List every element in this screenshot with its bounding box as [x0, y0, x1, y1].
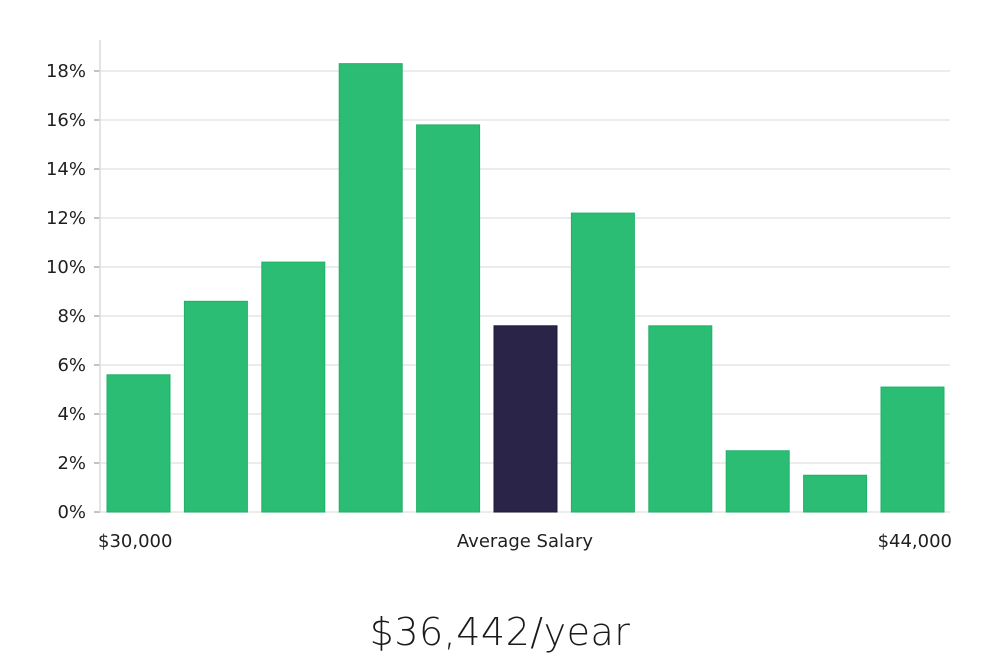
y-tick-label: 14% [46, 159, 86, 180]
y-tick-label: 2% [57, 453, 86, 474]
y-tick-label: 18% [46, 61, 86, 82]
bar [880, 386, 945, 513]
y-tick-label: 10% [46, 257, 86, 278]
x-min-label: $30,000 [98, 531, 172, 552]
bar [183, 300, 248, 513]
y-tick-label: 0% [57, 502, 86, 523]
bars [106, 63, 945, 513]
y-tick-label: 4% [57, 404, 86, 425]
x-center-label: Average Salary [457, 531, 594, 552]
x-max-label: $44,000 [878, 531, 952, 552]
average-salary-value: $36,442/year [369, 610, 631, 654]
salary-histogram: 0% 2% 4% 6% 8% 10% 12% 14% 16% 18% $30,000 Averag… [46, 40, 952, 552]
y-axis-ticks: 0% 2% 4% 6% 8% 10% 12% 14% 16% 18% [46, 61, 100, 523]
y-tick-label: 6% [57, 355, 86, 376]
y-tick-label: 16% [46, 110, 86, 131]
bar [570, 212, 635, 513]
bar [338, 63, 403, 513]
bar [261, 261, 326, 513]
y-tick-label: 12% [46, 208, 86, 229]
bar [803, 474, 868, 513]
bar [725, 450, 790, 513]
bar [648, 325, 713, 513]
y-tick-label: 8% [57, 306, 86, 327]
bar-highlight-average [493, 325, 558, 513]
bar [416, 124, 481, 513]
bar [106, 374, 171, 513]
